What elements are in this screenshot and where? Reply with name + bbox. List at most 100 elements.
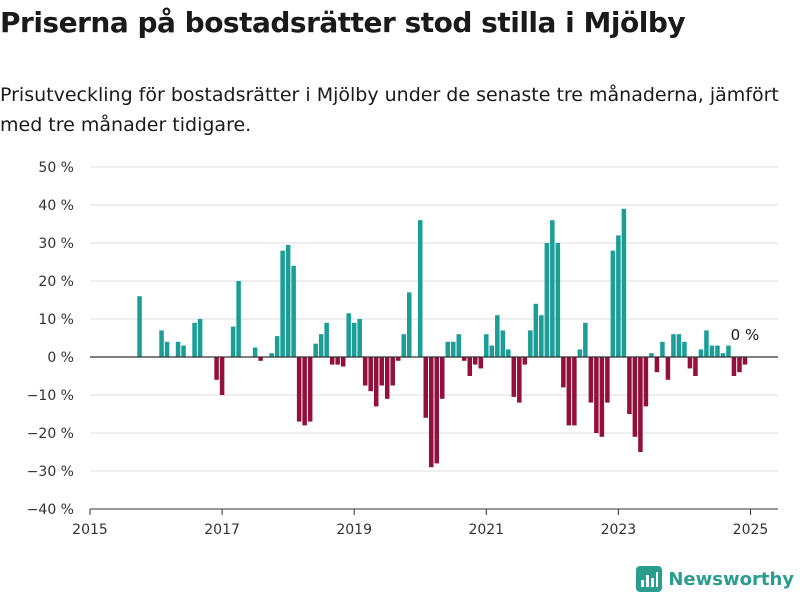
gridlines — [90, 166, 778, 510]
bar — [704, 330, 709, 357]
bar — [599, 357, 605, 437]
bar — [643, 357, 649, 407]
bar — [417, 220, 423, 357]
bar — [346, 313, 351, 357]
bar — [495, 315, 500, 357]
bar — [638, 357, 643, 452]
bar — [660, 341, 665, 357]
bar — [511, 357, 517, 397]
bar — [522, 357, 528, 365]
bar — [307, 357, 313, 422]
bar — [351, 322, 357, 357]
bar — [401, 334, 406, 357]
bar — [610, 250, 616, 357]
bar — [164, 341, 170, 357]
bar — [445, 341, 451, 357]
bar — [621, 208, 627, 357]
x-tick-label: 2017 — [204, 522, 240, 538]
bar — [737, 357, 742, 373]
bar — [594, 357, 599, 433]
x-tick-label: 2015 — [72, 522, 108, 538]
bar — [544, 243, 550, 357]
newsworthy-bar-icon — [636, 566, 663, 592]
bar — [533, 303, 539, 357]
y-tick-label: 40 % — [38, 198, 74, 214]
bar — [517, 357, 522, 403]
bar — [302, 357, 307, 426]
bar — [665, 357, 671, 380]
bar — [539, 315, 544, 357]
bar — [467, 357, 473, 376]
y-tick-label: −10 % — [27, 388, 74, 404]
bar — [285, 244, 291, 357]
bar — [291, 265, 296, 357]
bar — [175, 341, 181, 357]
bar — [561, 357, 566, 388]
bar — [219, 357, 225, 395]
bar — [269, 353, 274, 357]
x-tick-label: 2021 — [468, 522, 504, 538]
bar — [632, 357, 638, 437]
bar — [577, 349, 583, 357]
bar — [627, 357, 632, 414]
bar — [214, 357, 219, 380]
bar — [368, 357, 373, 392]
bar — [572, 357, 577, 426]
y-tick-label: −40 % — [27, 502, 74, 518]
bar — [340, 357, 346, 367]
bar — [451, 341, 456, 357]
bar — [192, 322, 197, 357]
bar — [478, 357, 484, 369]
y-tick-label: 20 % — [38, 274, 74, 290]
bar — [362, 357, 368, 386]
bar — [742, 357, 748, 365]
bar — [616, 235, 621, 357]
bar — [462, 357, 467, 361]
y-axis-labels: 50 % 40 % 30 % 20 % 10 % 0 % −10 % −20 % −30 % −4… — [27, 160, 74, 518]
bar — [313, 343, 318, 357]
chart-title: Priserna på bostadsrätter stod stilla i … — [0, 6, 686, 39]
bar — [318, 334, 324, 357]
bar — [588, 357, 594, 403]
bar — [373, 357, 379, 407]
bar — [687, 357, 693, 369]
y-tick-label: 50 % — [38, 160, 74, 176]
y-tick-label: −20 % — [27, 426, 74, 442]
bar — [720, 353, 726, 357]
bar — [698, 349, 704, 357]
bar — [335, 357, 340, 365]
bar — [296, 357, 302, 422]
bar — [181, 345, 186, 357]
bar — [671, 334, 676, 357]
bar — [197, 319, 203, 357]
bar — [506, 349, 511, 357]
bar — [726, 345, 731, 357]
bar — [654, 357, 660, 373]
bar — [676, 334, 682, 357]
bar — [550, 220, 555, 357]
bar — [649, 353, 654, 357]
y-tick-label: 0 % — [47, 350, 74, 366]
bar — [428, 357, 434, 468]
bar — [682, 341, 687, 357]
bar — [230, 326, 236, 357]
y-tick-label: 10 % — [38, 312, 74, 328]
bar — [274, 336, 280, 357]
bar — [731, 357, 737, 376]
bar — [456, 334, 462, 357]
bars — [137, 208, 748, 468]
bar — [605, 357, 610, 403]
y-tick-label: −30 % — [27, 464, 74, 480]
bar — [258, 357, 263, 361]
bar — [566, 357, 572, 426]
bar — [384, 357, 390, 399]
chart-subtitle: Prisutveckling för bostadsrätter i Mjölb… — [0, 84, 779, 136]
bar — [252, 347, 258, 357]
bar — [329, 357, 335, 365]
bar — [528, 330, 533, 357]
brand-name: Newsworthy — [668, 568, 794, 590]
bar — [484, 334, 489, 357]
bar — [324, 322, 329, 357]
bar — [489, 345, 495, 357]
x-axis: 2015 2017 2019 2021 2023 2025 — [72, 508, 778, 538]
